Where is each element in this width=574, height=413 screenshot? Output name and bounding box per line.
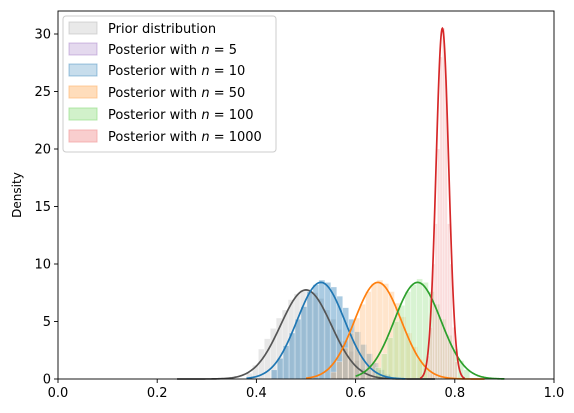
x-tick-label: 0.8 <box>444 386 465 401</box>
plot-frame <box>57 10 555 380</box>
legend-label-n5: Posterior with <box>108 43 201 58</box>
bar-posterior-with-n-10-5 <box>300 306 308 380</box>
legend-value-n1000: 1000 <box>229 130 262 145</box>
y-tick-label: 30 <box>34 28 51 43</box>
y-tick-label: 25 <box>34 85 51 100</box>
bar-posterior-with-n-1000-3 <box>434 223 438 380</box>
x-tick-label: 0.2 <box>147 386 168 401</box>
x-axis: 0.0 0.2 0.4 0.6 0.8 1.0 <box>48 379 565 401</box>
legend-value-n5: 5 <box>229 43 237 58</box>
x-tick-label: 0.4 <box>246 386 267 401</box>
legend-entry-n50: Posterior with n = 50 <box>68 85 245 101</box>
bar-posterior-with-n-50-1 <box>336 361 343 380</box>
y-tick-label: 0 <box>43 373 51 388</box>
bar-posterior-with-n-100-6 <box>410 284 417 380</box>
legend-value-n10: 10 <box>229 64 246 79</box>
legend-label-n10: Posterior with <box>108 64 201 79</box>
legend-swatch-n100 <box>68 107 98 121</box>
legend-swatch-prior <box>68 21 98 35</box>
legend-label-prior: Prior distribution <box>108 22 216 37</box>
legend-value-n50: 50 <box>229 86 246 101</box>
legend-entry-n5: Posterior with n = 5 <box>68 42 237 58</box>
legend-swatch-n10 <box>68 63 98 77</box>
bar-posterior-with-n-1000-10 <box>452 326 456 380</box>
bar-posterior-with-n-100-2 <box>386 337 394 380</box>
bar-posterior-with-n-50-0 <box>330 371 337 380</box>
x-tick-label: 0.6 <box>345 386 366 401</box>
legend-swatch-n5 <box>68 42 98 56</box>
legend-swatch-n50 <box>68 85 98 99</box>
y-tick-label: 20 <box>34 143 51 158</box>
bar-posterior-with-n-1000-11 <box>454 361 458 380</box>
x-tick-label: 1.0 <box>544 386 565 401</box>
x-tick-label: 0.0 <box>48 386 69 401</box>
legend-entry-n1000: Posterior with n = 1000 <box>68 129 262 145</box>
bar-posterior-with-n-100-3 <box>392 321 400 380</box>
kde-line-posterior-with-n-10 <box>246 281 406 380</box>
y-tick-label: 10 <box>34 258 51 273</box>
legend-entry-n100: Posterior with n = 100 <box>68 107 254 123</box>
svg-text:Posterior with n = 50: Posterior with n = 50 <box>108 86 245 101</box>
legend-label-n100: Posterior with <box>108 108 201 123</box>
svg-text:Prior distribution: Prior distribution <box>108 22 216 37</box>
bar-posterior-with-n-50-5 <box>359 303 366 380</box>
kde-line-posterior-with-n-1000 <box>419 26 466 380</box>
bar-posterior-with-n-10-3 <box>288 332 296 380</box>
bar-posterior-with-n-1000-5 <box>439 56 443 380</box>
legend-label-n50: Posterior with <box>108 86 201 101</box>
legend: Prior distribution Posterior with n = 5 … <box>62 15 277 153</box>
legend-swatch-n1000 <box>68 129 98 143</box>
bar-posterior-with-n-10-8 <box>318 279 326 380</box>
bar-posterior-with-n-10-9 <box>324 282 332 380</box>
y-tick-label: 15 <box>34 200 51 215</box>
legend-entry-prior: Prior distribution <box>68 21 216 37</box>
bar-posterior-with-n-1000-4 <box>437 148 441 380</box>
legend-label-n1000: Posterior with <box>108 130 201 145</box>
legend-value-n100: 100 <box>229 108 254 123</box>
legend-entry-n10: Posterior with n = 10 <box>68 63 245 79</box>
bar-posterior-with-n-100-7 <box>416 278 423 380</box>
svg-text:Posterior with n = 5: Posterior with n = 5 <box>108 43 237 58</box>
kde-line-posterior-with-n-100 <box>355 281 505 380</box>
bar-posterior-with-n-10-1 <box>276 357 284 380</box>
bar-posterior-with-n-1000-8 <box>447 223 451 380</box>
y-tick-label: 5 <box>43 315 51 330</box>
bar-posterior-with-n-10-0 <box>270 369 278 380</box>
svg-text:Posterior with n = 10: Posterior with n = 10 <box>108 64 245 79</box>
svg-text:Posterior with n = 100: Posterior with n = 100 <box>108 108 254 123</box>
y-axis: 0 5 10 15 20 25 30 <box>34 28 58 388</box>
legend-box <box>62 15 277 153</box>
bar-posterior-with-n-10-6 <box>306 291 314 380</box>
bar-posterior-with-n-10-4 <box>294 318 302 380</box>
y-axis-label: Density <box>10 172 24 218</box>
svg-text:Posterior with n = 1000: Posterior with n = 1000 <box>108 130 262 145</box>
